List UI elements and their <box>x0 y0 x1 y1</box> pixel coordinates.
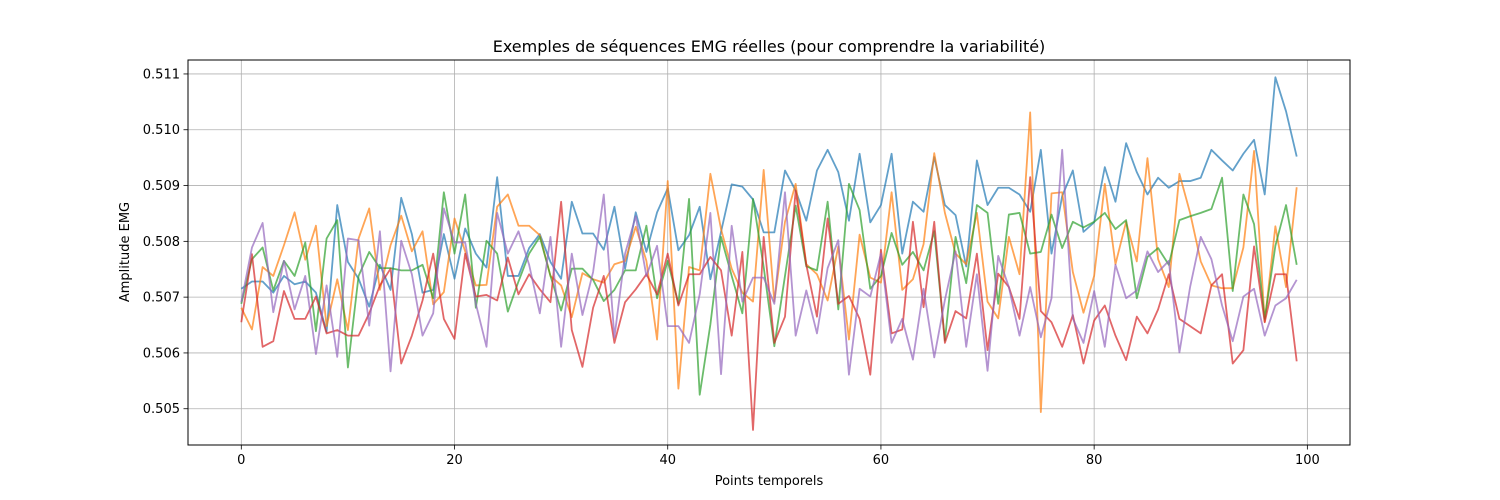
y-tick-label: 0.507 <box>143 291 180 306</box>
x-tick-label: 40 <box>659 453 676 468</box>
plot-frame <box>187 59 1351 446</box>
y-tick-label: 0.510 <box>143 123 180 138</box>
y-tick-label: 0.508 <box>143 235 180 250</box>
x-tick-label: 80 <box>1086 453 1103 468</box>
series-line-2 <box>240 111 1298 413</box>
x-tick-label: 60 <box>873 453 890 468</box>
chart-title: Exemples de séquences EMG réelles (pour … <box>493 37 1046 56</box>
y-axis-label: Amplitude EMG <box>118 202 133 302</box>
x-tick-label: 100 <box>1295 453 1320 468</box>
axis-ticks: 0 20 40 60 80 100 0.505 0.506 0.507 0.508 0.509 0.5… <box>143 67 1320 468</box>
series-line-5 <box>240 148 1298 376</box>
y-tick-label: 0.511 <box>143 67 180 82</box>
x-tick-label: 20 <box>446 453 463 468</box>
series-line-3 <box>240 176 1298 396</box>
y-tick-label: 0.505 <box>143 402 180 417</box>
y-tick-label: 0.506 <box>143 346 180 361</box>
data-series <box>240 76 1298 431</box>
x-axis-label: Points temporels <box>715 474 824 489</box>
x-tick-label: 0 <box>237 453 245 468</box>
y-tick-label: 0.509 <box>143 179 180 194</box>
